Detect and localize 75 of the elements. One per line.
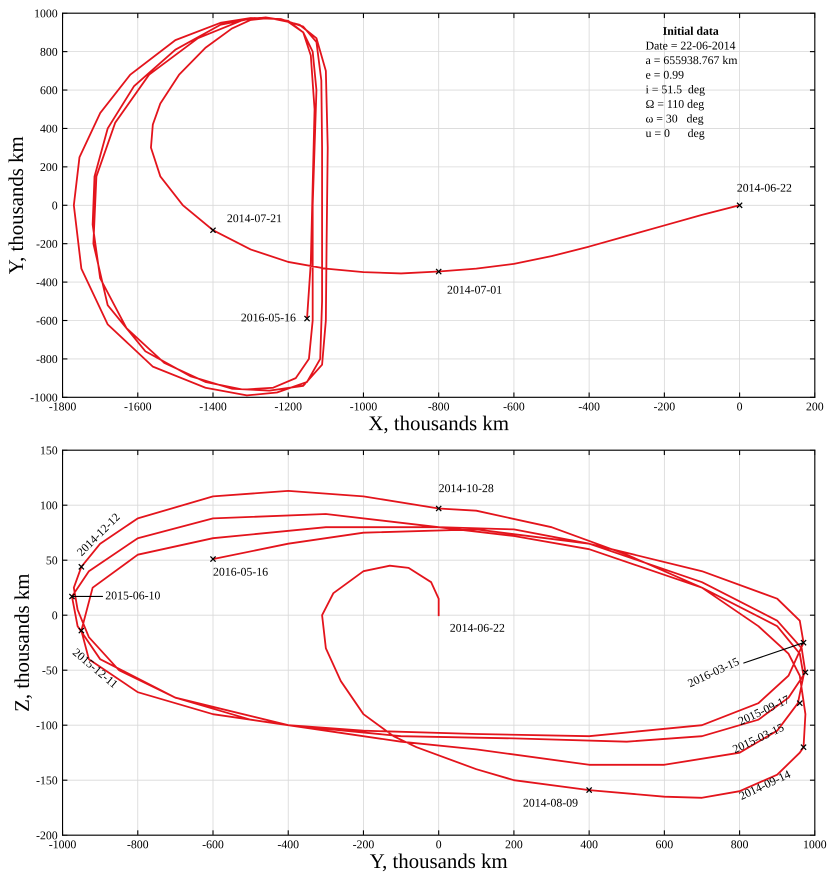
point	[210, 227, 216, 234]
y-tick-label: 600	[40, 86, 58, 94]
annotation: Date = 22-06-2014	[646, 42, 736, 50]
y-axis-title: Z, thousands km	[14, 574, 32, 711]
annotation: 2016-05-16	[214, 568, 268, 576]
point	[800, 639, 807, 646]
y-tick-label: -100	[36, 721, 58, 730]
x-tick-label: 600	[656, 840, 673, 848]
y-tick-label: -800	[36, 355, 58, 364]
y-tick-label: -150	[36, 776, 58, 784]
annotation: Initial data	[663, 26, 719, 35]
y-tick-label: -200	[36, 240, 58, 248]
y-tick-label: -200	[36, 831, 58, 840]
point	[586, 786, 592, 794]
annotation: i = 51.5 deg	[646, 85, 705, 96]
annotation: 2014-06-22	[737, 184, 792, 192]
point	[800, 744, 807, 750]
x-tick-label: -1000	[350, 402, 377, 410]
y-tick-label: 50	[46, 556, 58, 564]
y-tick-label: 0	[52, 611, 58, 620]
x-tick-label: 200	[806, 402, 824, 410]
point	[736, 202, 743, 208]
x-tick-label: -200	[654, 402, 675, 410]
annotation: 2015-06-10	[106, 591, 160, 600]
point	[78, 627, 85, 634]
x-tick-label: 800	[731, 840, 748, 848]
annotation: Ω = 110 deg	[646, 100, 704, 110]
y-tick-label: -600	[36, 316, 58, 325]
x-tick-label: -200	[353, 840, 374, 848]
point	[78, 564, 85, 570]
y-tick-label: 100	[41, 501, 58, 510]
point	[210, 556, 216, 562]
x-tick-label: -1400	[200, 402, 226, 410]
x-axis-title: Y, thousands km	[370, 854, 508, 872]
x-axis-title: X, thousands km	[368, 416, 509, 434]
y-tick-label: -1000	[30, 394, 58, 402]
annotation: u = 0 deg	[646, 128, 704, 140]
annotation: 2014-10-28	[439, 484, 494, 492]
x-tick-label: 200	[506, 840, 522, 848]
y-tick-label: 200	[40, 163, 58, 172]
x-tick-label: -400	[278, 840, 299, 848]
annotation: 2014-07-01	[448, 286, 502, 294]
x-tick-label: -400	[578, 402, 600, 410]
annotation: a = 655938.767 km	[646, 56, 738, 64]
point	[68, 593, 76, 600]
x-tick-label: -1800	[49, 402, 76, 410]
annotation: 2014-07-21	[227, 214, 282, 222]
point	[802, 669, 809, 676]
x-tick-label: -1600	[124, 402, 152, 410]
y-tick-label: 150	[41, 446, 58, 454]
annotation: e = 0.99	[646, 70, 684, 79]
point	[796, 700, 803, 706]
annotation: ω = 30 deg	[646, 114, 704, 125]
x-tick-label: 0	[436, 840, 442, 848]
y-tick-label: 400	[40, 124, 58, 133]
annotation: 2014-06-22	[450, 624, 504, 632]
x-tick-label: -1200	[274, 402, 302, 410]
y-axis-title: Y, thousands km	[8, 136, 26, 274]
x-tick-label: -600	[504, 402, 524, 410]
x-tick-label: 0	[737, 402, 742, 410]
x-tick-label: 1000	[804, 840, 826, 848]
annotation: 2016-05-16	[241, 314, 296, 322]
y-tick-label: 800	[40, 48, 58, 56]
y-tick-label: 1000	[35, 9, 58, 18]
annotation: 2014-08-09	[523, 798, 578, 807]
x-tick-label: -600	[202, 840, 224, 848]
point	[435, 268, 442, 275]
x-tick-label: -800	[127, 840, 148, 848]
point	[435, 505, 442, 512]
x-tick-label: -800	[428, 402, 450, 410]
y-tick-label: -50	[42, 666, 58, 674]
point	[304, 315, 310, 322]
x-tick-label: 400	[580, 840, 598, 848]
y-tick-label: 0	[52, 202, 58, 210]
y-tick-label: -400	[36, 278, 58, 286]
